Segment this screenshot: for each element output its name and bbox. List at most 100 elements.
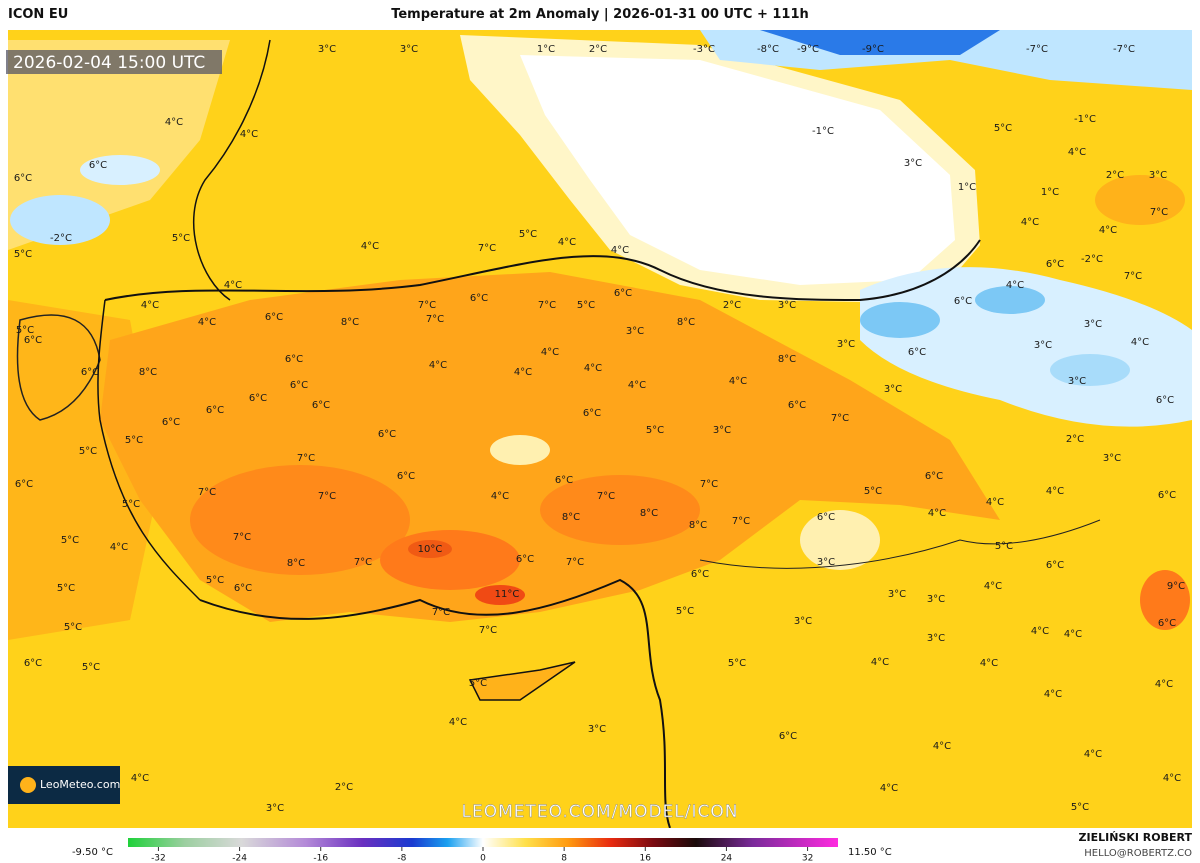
temperature-label: 6°C — [817, 512, 835, 523]
temperature-label: 6°C — [788, 400, 806, 411]
colorbar-tick-label: 24 — [721, 854, 733, 863]
temperature-label: -2°C — [50, 233, 72, 244]
temperature-label: 5°C — [125, 435, 143, 446]
colorbar-tick-label: 0 — [480, 854, 486, 863]
temperature-label: 1°C — [958, 182, 976, 193]
map-labels: 3°C 3°C 1°C 2°C -3°C -8°C -9°C -9°C -7°C -7°C -1°C… — [14, 44, 1185, 814]
temperature-label: 6°C — [206, 405, 224, 416]
temperature-label: 6°C — [285, 354, 303, 365]
temperature-label: 3°C — [927, 594, 945, 605]
timestamp: 2026-02-04 15:00 UTC — [13, 53, 205, 73]
temperature-label: 6°C — [779, 731, 797, 742]
temperature-label: 3°C — [927, 633, 945, 644]
temperature-label: 4°C — [558, 237, 576, 248]
temperature-label: 6°C — [81, 367, 99, 378]
temperature-label: 5°C — [79, 446, 97, 457]
temperature-label: 4°C — [198, 317, 216, 328]
temperature-label: 4°C — [729, 376, 747, 387]
temperature-label: 5°C — [994, 123, 1012, 134]
temperature-label: 4°C — [491, 491, 509, 502]
temperature-label: -7°C — [1026, 44, 1048, 55]
temperature-label: 2°C — [335, 782, 353, 793]
temperature-label: 7°C — [198, 487, 216, 498]
temperature-label: 8°C — [778, 354, 796, 365]
temperature-label: 8°C — [562, 512, 580, 523]
temperature-label: 3°C — [888, 589, 906, 600]
temperature-label: 6°C — [24, 335, 42, 346]
temperature-label: 4°C — [1068, 147, 1086, 158]
temperature-label: 7°C — [700, 479, 718, 490]
temperature-label: 3°C — [266, 803, 284, 814]
temperature-label: 6°C — [89, 160, 107, 171]
temperature-label: -3°C — [693, 44, 715, 55]
timestamp-bg — [6, 50, 222, 74]
temperature-label: 3°C — [1068, 376, 1086, 387]
temperature-label: 4°C — [1044, 689, 1062, 700]
temperature-label: 3°C — [318, 44, 336, 55]
temperature-label: 5°C — [577, 300, 595, 311]
temperature-label: 7°C — [233, 532, 251, 543]
temperature-label: 5°C — [61, 535, 79, 546]
temperature-label: 4°C — [984, 581, 1002, 592]
colorbar-tick-label: 8 — [561, 854, 567, 863]
temperature-label: 6°C — [1158, 490, 1176, 501]
temperature-label: 1°C — [537, 44, 555, 55]
temperature-label: 4°C — [1084, 749, 1102, 760]
temperature-label: 4°C — [1099, 225, 1117, 236]
temperature-label: 8°C — [689, 520, 707, 531]
map-field — [8, 30, 1192, 828]
temperature-label: 6°C — [614, 288, 632, 299]
temperature-label: 6°C — [691, 569, 709, 580]
temperature-label: -9°C — [797, 44, 819, 55]
colorbar-tick-label: -24 — [232, 854, 247, 863]
temperature-label: 6°C — [470, 293, 488, 304]
logo-text: LeoMeteo.com — [40, 778, 120, 791]
temperature-label: 7°C — [597, 491, 615, 502]
temperature-label: 4°C — [429, 360, 447, 371]
temperature-label: 5°C — [82, 662, 100, 673]
temperature-label: 5°C — [676, 606, 694, 617]
temperature-label: 4°C — [611, 245, 629, 256]
temperature-label: 3°C — [794, 616, 812, 627]
temperature-label: 6°C — [265, 312, 283, 323]
temperature-label: 6°C — [290, 380, 308, 391]
temperature-label: 6°C — [234, 583, 252, 594]
temperature-label: 5°C — [122, 499, 140, 510]
temperature-label: 5°C — [172, 233, 190, 244]
temperature-label: 7°C — [478, 243, 496, 254]
temperature-label: 4°C — [240, 129, 258, 140]
temperature-label: 6°C — [908, 347, 926, 358]
temperature-label: 6°C — [1158, 618, 1176, 629]
temperature-label: 5°C — [1071, 802, 1089, 813]
temperature-label: 2°C — [1066, 434, 1084, 445]
colorbar-min: -9.50 °C — [72, 847, 113, 858]
temperature-label: 7°C — [426, 314, 444, 325]
temperature-label: 6°C — [954, 296, 972, 307]
temperature-label: 7°C — [479, 625, 497, 636]
temperature-label: 4°C — [1006, 280, 1024, 291]
temperature-label: 6°C — [583, 408, 601, 419]
temperature-label: 7°C — [732, 516, 750, 527]
map-title: Temperature at 2m Anomaly | 2026-01-31 0… — [391, 7, 809, 22]
temperature-label: 6°C — [925, 471, 943, 482]
temperature-label: 4°C — [628, 380, 646, 391]
colorbar-tick-label: -16 — [313, 854, 328, 863]
temperature-label: 6°C — [162, 417, 180, 428]
temperature-label: -1°C — [812, 126, 834, 137]
temperature-label: 8°C — [139, 367, 157, 378]
temperature-label: 5°C — [16, 325, 34, 336]
temperature-label: -8°C — [757, 44, 779, 55]
temperature-label: 4°C — [1064, 629, 1082, 640]
logo-icon — [20, 777, 36, 793]
temperature-label: 5°C — [864, 486, 882, 497]
temperature-label: 7°C — [354, 557, 372, 568]
temperature-label: 6°C — [1156, 395, 1174, 406]
temperature-label: 4°C — [928, 508, 946, 519]
temperature-label: 6°C — [1046, 560, 1064, 571]
colorbar-tick-label: 32 — [802, 854, 813, 863]
temperature-label: 7°C — [297, 453, 315, 464]
temperature-label: 8°C — [677, 317, 695, 328]
temperature-label: 4°C — [1031, 626, 1049, 637]
temperature-label: 3°C — [626, 326, 644, 337]
